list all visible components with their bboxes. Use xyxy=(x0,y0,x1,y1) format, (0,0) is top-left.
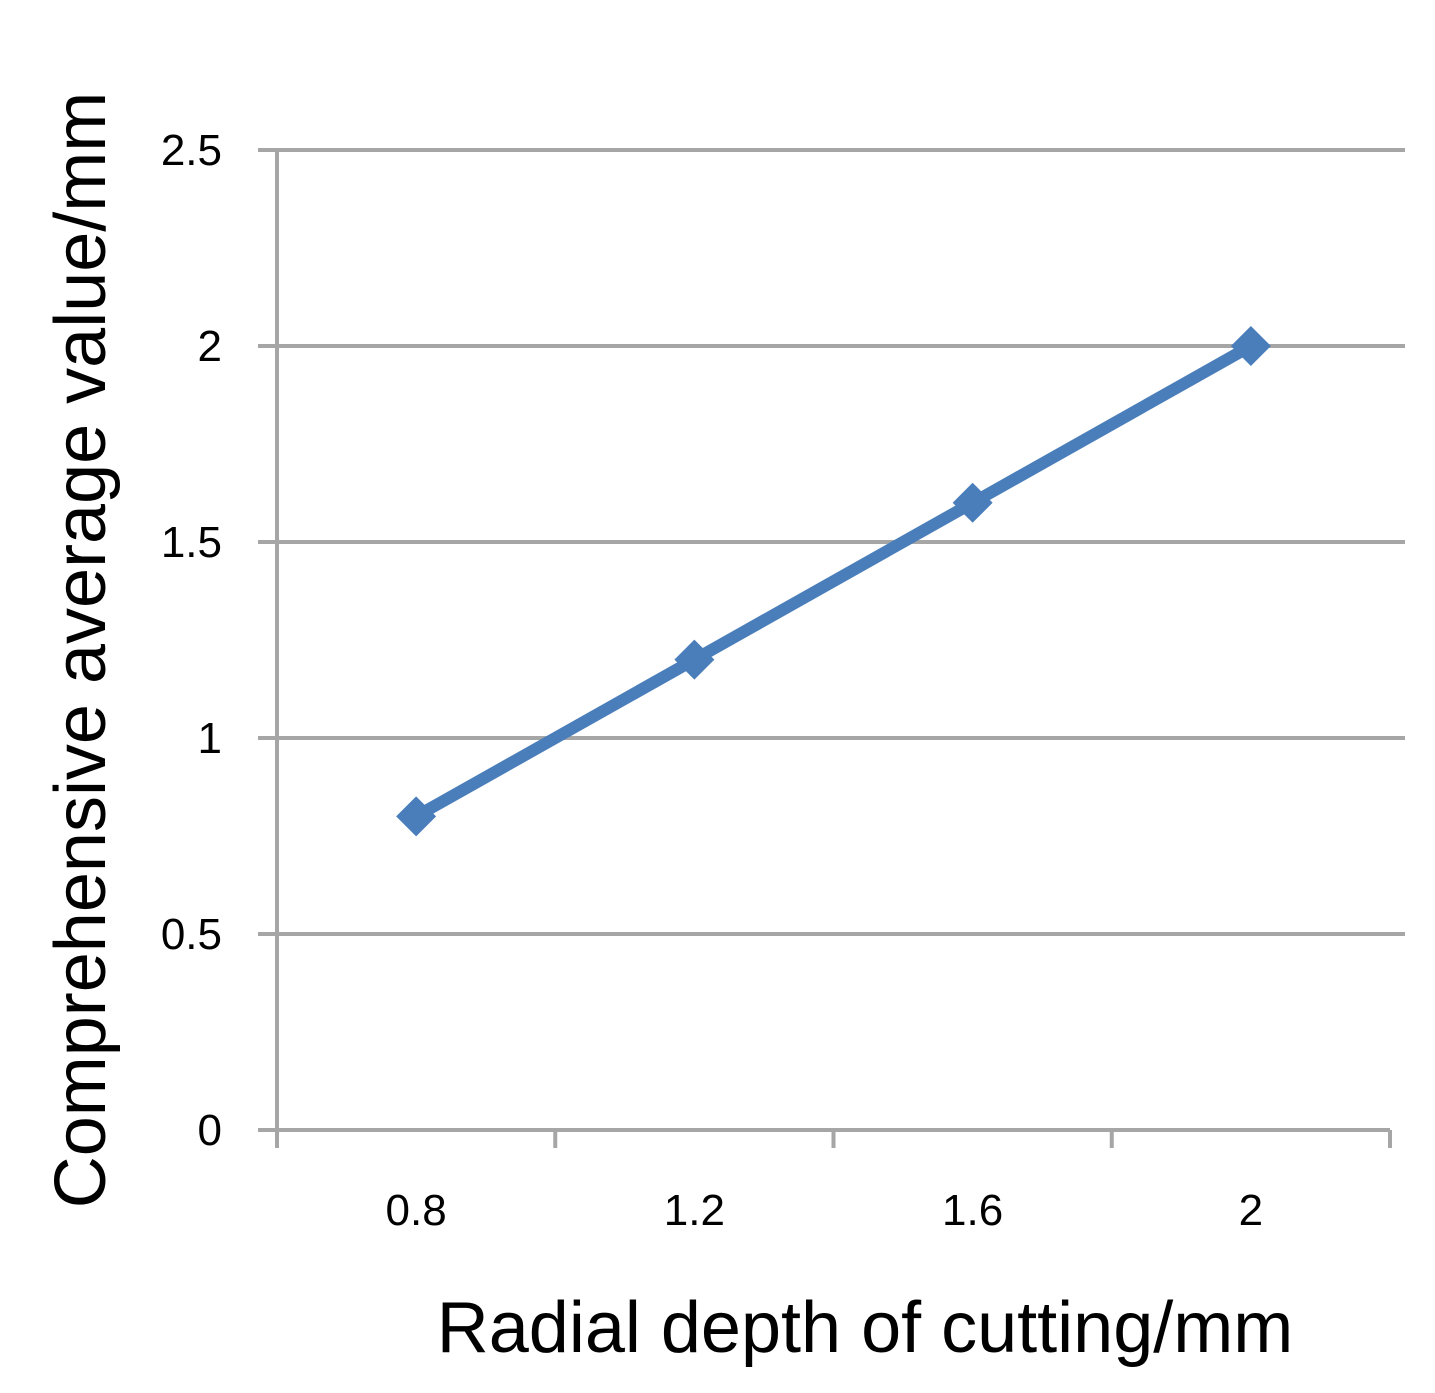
y-tick-label-2: 1 xyxy=(198,714,222,763)
x-tick-labels: 0.8 1.2 1.6 2 xyxy=(386,1186,1264,1235)
data-point-0-3 xyxy=(1230,326,1271,366)
x-axis-title: Radial depth of cutting/mm xyxy=(437,1288,1293,1368)
y-tick-label-5: 2.5 xyxy=(161,126,222,175)
x-tick-label-1: 1.2 xyxy=(664,1186,725,1235)
y-tick-labels: 0 0.5 1 1.5 2 2.5 xyxy=(161,126,222,1155)
x-tick-marks xyxy=(275,1130,1392,1148)
y-axis-title: Comprehensive average value/mm xyxy=(41,92,121,1209)
y-tick-label-4: 2 xyxy=(198,322,222,371)
x-tick-label-3: 2 xyxy=(1239,1186,1263,1235)
data-point-0-2 xyxy=(952,482,993,523)
x-tick-label-2: 1.6 xyxy=(942,1186,1003,1235)
series-group xyxy=(396,326,1271,837)
axes xyxy=(258,150,1390,1132)
gridlines xyxy=(258,148,1405,936)
data-point-0-0 xyxy=(396,796,437,837)
y-tick-label-3: 1.5 xyxy=(161,518,222,567)
series-line-0 xyxy=(410,340,1257,823)
data-point-0-1 xyxy=(674,639,715,680)
y-tick-label-0: 0 xyxy=(198,1106,222,1155)
y-tick-label-1: 0.5 xyxy=(161,910,222,959)
x-tick-label-0: 0.8 xyxy=(386,1186,447,1235)
